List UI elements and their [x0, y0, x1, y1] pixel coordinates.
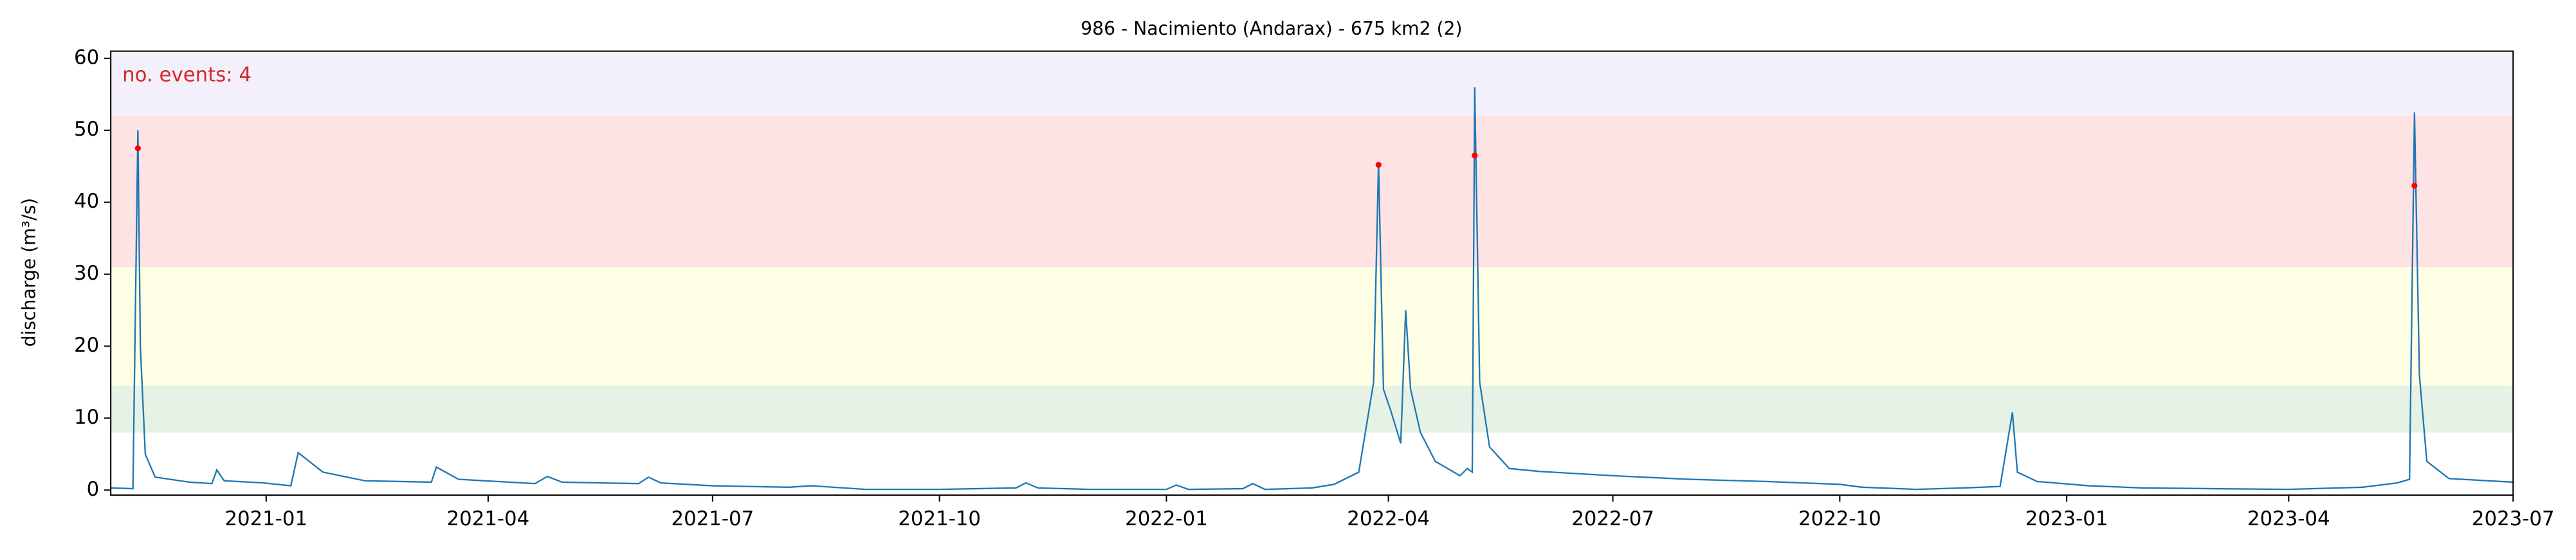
y-tick-label: 0 — [87, 478, 100, 501]
event-point — [1472, 152, 1478, 159]
x-tick-label: 2021-10 — [898, 507, 981, 530]
x-tick-label: 2023-04 — [2247, 507, 2330, 530]
plot-frame — [110, 50, 2514, 496]
x-tick-label: 2022-01 — [1125, 507, 1208, 530]
y-tick-label: 40 — [74, 190, 99, 213]
y-tick-label: 20 — [74, 334, 99, 357]
threshold-band — [111, 116, 2514, 267]
x-tick-label: 2022-07 — [1571, 507, 1654, 530]
x-tick-label: 2023-07 — [2472, 507, 2555, 530]
event-point — [134, 145, 141, 152]
chart-title: 986 - Nacimiento (Andarax) - 675 km2 (2) — [1081, 18, 1462, 39]
threshold-band — [111, 267, 2514, 386]
x-tick-label: 2021-01 — [224, 507, 307, 530]
event-point — [1375, 161, 1382, 168]
y-tick-label: 50 — [74, 118, 99, 141]
event-point — [2411, 183, 2418, 189]
y-axis-label: discharge (m³/s) — [18, 198, 39, 347]
discharge-line — [111, 87, 2514, 491]
y-tick-label: 10 — [74, 406, 99, 429]
event-count: no. events: 4 — [122, 64, 251, 87]
x-tick-label: 2023-01 — [2025, 507, 2108, 530]
x-tick-label: 2021-07 — [671, 507, 754, 530]
x-tick-label: 2021-04 — [447, 507, 530, 530]
y-tick-label: 30 — [74, 262, 99, 285]
threshold-band — [111, 51, 2514, 116]
threshold-band — [111, 385, 2514, 433]
x-tick-label: 2022-04 — [1347, 507, 1430, 530]
x-tick-label: 2022-10 — [1798, 507, 1881, 530]
y-tick-label: 60 — [74, 46, 99, 69]
